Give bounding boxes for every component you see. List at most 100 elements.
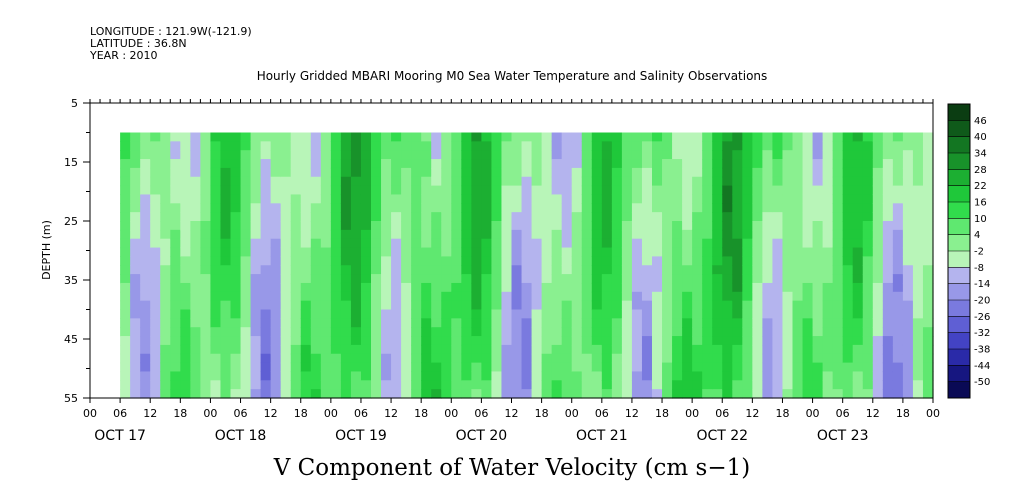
- heatmap-cell: [672, 203, 683, 213]
- heatmap-cell: [511, 336, 523, 346]
- heatmap-cell: [842, 380, 854, 390]
- heatmap-cell: [662, 132, 673, 142]
- heatmap-cell: [451, 300, 462, 311]
- heatmap-cell: [732, 309, 743, 319]
- heatmap-cell: [441, 256, 452, 266]
- heatmap-cell: [782, 336, 794, 346]
- heatmap-cell: [300, 150, 312, 160]
- heatmap-cell: [401, 247, 412, 257]
- heatmap-cell: [471, 291, 482, 302]
- heatmap-cell: [360, 265, 372, 275]
- heatmap-cell: [461, 194, 472, 204]
- heatmap-cell: [732, 300, 743, 311]
- heatmap-cell: [391, 380, 402, 390]
- heatmap-cell: [140, 389, 151, 399]
- heatmap-cell: [150, 336, 161, 346]
- heatmap-cell: [752, 185, 763, 196]
- heatmap-cell: [300, 371, 312, 381]
- heatmap-cell: [772, 159, 784, 169]
- heatmap-cell: [842, 318, 854, 328]
- heatmap-cell: [922, 300, 934, 311]
- heatmap-cell: [702, 380, 713, 390]
- heatmap-cell: [621, 362, 633, 373]
- heatmap-cell: [852, 185, 864, 196]
- heatmap-cell: [902, 221, 914, 231]
- heatmap-cell: [310, 229, 322, 240]
- heatmap-cell: [190, 327, 201, 337]
- heatmap-cell: [692, 380, 703, 390]
- heatmap-cell: [912, 167, 924, 178]
- heatmap-cell: [561, 221, 573, 231]
- heatmap-cell: [270, 353, 282, 364]
- heatmap-cell: [912, 300, 924, 311]
- heatmap-cell: [712, 203, 723, 213]
- heatmap-cell: [782, 194, 794, 204]
- x-tick-label: 18: [896, 407, 910, 420]
- heatmap-cell: [541, 212, 553, 222]
- heatmap-cell: [140, 300, 151, 311]
- heatmap-cell: [300, 282, 312, 293]
- heatmap-cell: [531, 194, 543, 204]
- heatmap-cell: [220, 318, 232, 328]
- heatmap-cell: [371, 265, 382, 275]
- heatmap-cell: [461, 353, 472, 364]
- heatmap-cell: [360, 336, 372, 346]
- heatmap-cell: [692, 318, 703, 328]
- heatmap-cell: [451, 353, 462, 364]
- heatmap-cell: [621, 150, 633, 160]
- heatmap-cell: [922, 336, 934, 346]
- heatmap-cell: [812, 159, 824, 169]
- heatmap-cell: [702, 389, 713, 399]
- heatmap-cell: [652, 362, 663, 373]
- heatmap-cell: [411, 221, 422, 231]
- heatmap-cell: [581, 194, 593, 204]
- heatmap-cell: [792, 309, 804, 319]
- heatmap-cell: [541, 185, 553, 196]
- x-tick-label: 12: [625, 407, 639, 420]
- heatmap-cell: [611, 141, 623, 151]
- heatmap-cell: [140, 344, 151, 355]
- heatmap-cell: [772, 291, 784, 302]
- heatmap-cell: [511, 291, 523, 302]
- heatmap-cell: [601, 256, 613, 266]
- colorbar-tick-label: -50: [974, 377, 990, 388]
- heatmap-cell: [912, 150, 924, 160]
- heatmap-cell: [631, 300, 643, 311]
- heatmap-cell: [170, 256, 181, 266]
- heatmap-cell: [230, 389, 242, 399]
- heatmap-cell: [561, 203, 573, 213]
- heatmap-cell: [521, 389, 533, 399]
- heatmap-cell: [300, 336, 312, 346]
- heatmap-cell: [782, 309, 794, 319]
- heatmap-cell: [611, 371, 623, 381]
- heatmap-cell: [672, 132, 683, 142]
- heatmap-cell: [240, 159, 252, 169]
- heatmap-cell: [521, 380, 533, 390]
- heatmap-cell: [360, 176, 372, 187]
- heatmap-cell: [371, 300, 382, 311]
- heatmap-cell: [702, 132, 713, 142]
- heatmap-cell: [601, 185, 613, 196]
- heatmap-cell: [431, 159, 442, 169]
- heatmap-cell: [290, 185, 302, 196]
- heatmap-cell: [551, 336, 563, 346]
- heatmap-cell: [902, 380, 914, 390]
- heatmap-cell: [431, 300, 442, 311]
- heatmap-cell: [290, 167, 302, 178]
- heatmap-cell: [290, 300, 302, 311]
- heatmap-cell: [732, 274, 743, 284]
- heatmap-cell: [481, 176, 493, 187]
- heatmap-cell: [461, 176, 472, 187]
- heatmap-cell: [371, 318, 382, 328]
- heatmap-cell: [652, 353, 663, 364]
- heatmap-cell: [190, 362, 201, 373]
- heatmap-cell: [722, 353, 733, 364]
- heatmap-cell: [130, 362, 141, 373]
- heatmap-cell: [792, 238, 804, 249]
- heatmap-cell: [832, 291, 844, 302]
- heatmap-cell: [280, 159, 292, 169]
- heatmap-cell: [501, 176, 513, 187]
- heatmap-cell: [320, 150, 332, 160]
- heatmap-cell: [591, 203, 603, 213]
- heatmap-cell: [180, 362, 191, 373]
